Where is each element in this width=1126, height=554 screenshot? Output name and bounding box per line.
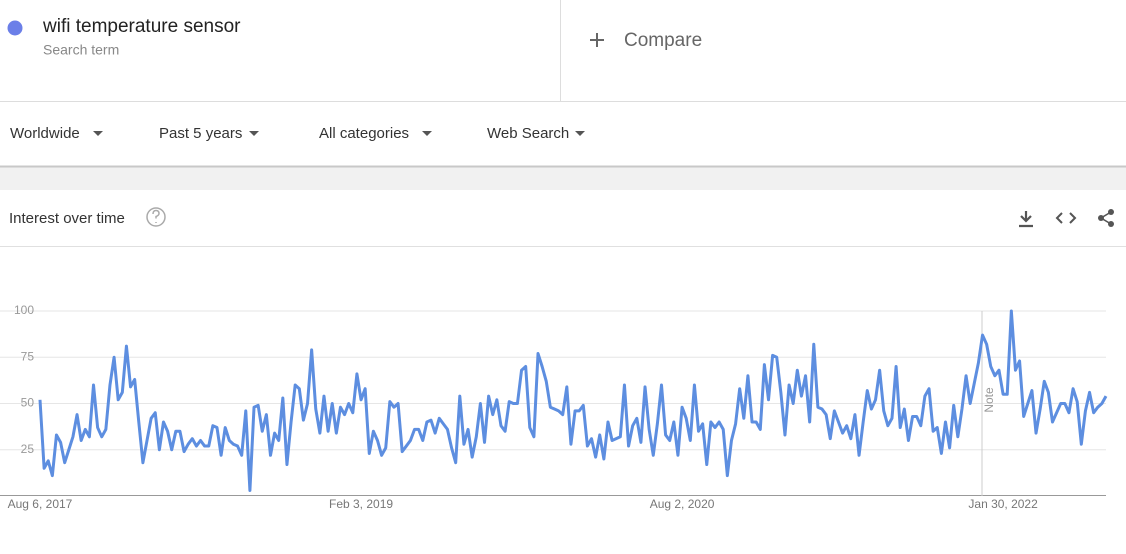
embed-glyph: [1055, 212, 1077, 224]
dropdown-arrow: [422, 131, 432, 136]
dropdown-arrow: [575, 131, 585, 136]
y-tick-label: 50: [21, 396, 35, 410]
y-tick-label: 25: [21, 442, 35, 456]
download-glyph: [1019, 211, 1033, 228]
share-node: [1108, 209, 1114, 215]
filter-label[interactable]: Web Search: [487, 125, 569, 142]
line-chart: 25 50 75 100 Aug 6, 2017 Feb 3, 2019 Aug 2, 20…: [0, 303, 1108, 511]
dropdown-arrow: [249, 131, 259, 136]
share-node: [1098, 215, 1104, 221]
card-title: Interest over time: [9, 210, 125, 227]
compare-label[interactable]: Compare: [624, 30, 702, 51]
filter-label[interactable]: Past 5 years: [159, 125, 242, 142]
search-term-sub: Search term: [43, 42, 119, 58]
search-term: wifi temperature sensor: [42, 16, 241, 37]
y-tick-label: 75: [21, 349, 35, 363]
help-mark: [152, 209, 160, 223]
embed-icon[interactable]: [1055, 212, 1077, 224]
share-icon[interactable]: [1098, 209, 1114, 227]
filter-dropdown[interactable]: All categories: [319, 125, 432, 142]
filter-dropdown[interactable]: Worldwide: [10, 125, 103, 142]
help-icon[interactable]: [146, 207, 166, 227]
x-tick-label: Aug 2, 2020: [650, 497, 715, 511]
dropdown-arrow: [93, 131, 103, 136]
filter-dropdown[interactable]: Past 5 years: [159, 125, 259, 142]
download-icon[interactable]: [1019, 211, 1033, 228]
filter-label[interactable]: All categories: [319, 125, 409, 142]
separator-band: [0, 166, 1126, 190]
term-dot: [7, 20, 23, 36]
x-tick-label: Aug 6, 2017: [8, 497, 73, 511]
note-label: Note: [982, 387, 996, 413]
share-node: [1108, 221, 1114, 227]
filter-dropdown[interactable]: Web Search: [487, 125, 585, 142]
compare-button[interactable]: Compare: [590, 30, 702, 51]
y-tick-label: 100: [14, 303, 34, 317]
x-tick-label: Feb 3, 2019: [329, 497, 393, 511]
plus-icon: [590, 33, 604, 47]
help-circle: [146, 207, 166, 227]
x-tick-label: Jan 30, 2022: [968, 497, 1038, 511]
trend-line: [38, 309, 1108, 492]
filter-label[interactable]: Worldwide: [10, 125, 80, 142]
